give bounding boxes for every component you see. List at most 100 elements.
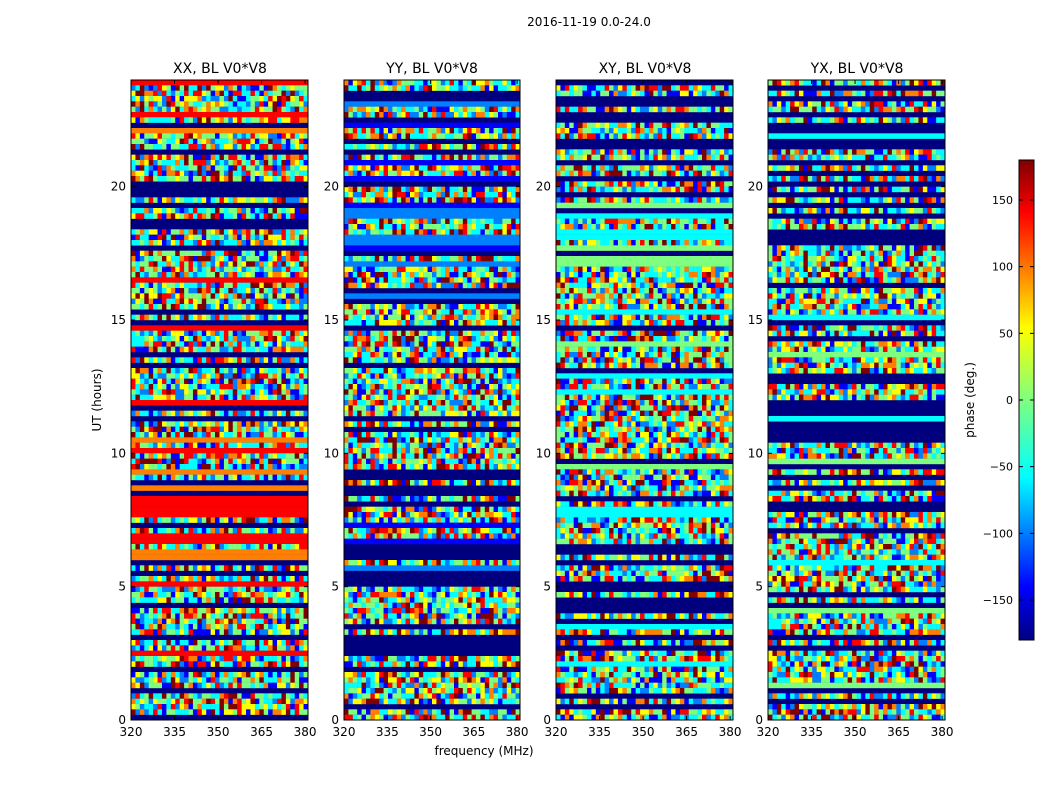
heatmap-cell — [210, 272, 216, 278]
heatmap-cell — [383, 144, 389, 150]
heatmap-cell — [197, 336, 203, 342]
heatmap-cell — [405, 373, 411, 379]
heatmap-cell — [139, 117, 145, 123]
heatmap-cell — [148, 288, 154, 294]
heatmap-cell — [294, 618, 300, 625]
heatmap-cell — [436, 128, 441, 134]
heatmap-cell — [498, 106, 503, 113]
heatmap-cell — [192, 661, 198, 667]
heatmap-cell — [290, 250, 295, 257]
heatmap-cell — [361, 437, 367, 443]
heatmap-cell — [131, 288, 136, 294]
heatmap-cell — [471, 112, 477, 118]
heatmap-cell — [246, 661, 251, 667]
heatmap-cell — [506, 405, 512, 411]
heatmap-cell — [144, 661, 149, 667]
heatmap-cell — [144, 266, 149, 273]
heatmap-cell — [290, 672, 295, 678]
heatmap-cell — [484, 112, 490, 118]
heatmap-cell — [502, 133, 507, 139]
heatmap-cell — [471, 314, 477, 321]
heatmap-cell — [379, 384, 384, 390]
heatmap-cell — [410, 394, 415, 401]
heatmap-cell — [436, 437, 441, 443]
heatmap-cell — [157, 85, 163, 91]
heatmap-cell — [493, 224, 499, 230]
heatmap-cell — [184, 357, 189, 363]
heatmap-cell — [374, 400, 380, 406]
heatmap-cell — [188, 138, 194, 145]
heatmap-cell — [135, 266, 141, 273]
heatmap-cell — [157, 586, 163, 593]
heatmap-cell — [366, 256, 371, 262]
heatmap-cell — [135, 373, 141, 379]
heatmap-cell — [374, 218, 380, 225]
heatmap-cell — [201, 682, 207, 689]
heatmap-cell — [206, 336, 211, 342]
heatmap-cell — [405, 277, 411, 283]
heatmap-cell — [192, 133, 198, 139]
heatmap-cell — [277, 250, 282, 257]
heatmap-cell — [498, 186, 503, 193]
heatmap-cell — [179, 165, 185, 171]
heatmap-cell — [135, 357, 141, 363]
heatmap-cell — [290, 304, 295, 310]
heatmap-cell — [374, 330, 380, 337]
heatmap-cell — [148, 592, 154, 598]
heatmap-cell — [348, 341, 353, 347]
heatmap-cell — [392, 336, 397, 342]
heatmap-cell — [467, 458, 472, 465]
heatmap-cell — [144, 565, 149, 571]
heatmap-cell — [184, 144, 189, 150]
heatmap-cell — [357, 432, 362, 438]
heatmap-cell — [352, 442, 358, 449]
heatmap-cell — [228, 709, 233, 715]
heatmap-cell — [184, 426, 189, 433]
heatmap-cell — [361, 272, 367, 278]
heatmap-cell — [170, 90, 176, 97]
heatmap-cell — [414, 309, 419, 315]
heatmap-cell — [383, 314, 389, 321]
heatmap-cell — [303, 672, 309, 678]
heatmap-cell — [131, 709, 136, 715]
heatmap-cell — [303, 314, 309, 321]
heatmap-cell — [511, 442, 516, 449]
heatmap-cell — [250, 640, 256, 646]
heatmap-cell — [219, 234, 225, 241]
heatmap-cell — [410, 309, 415, 315]
heatmap-cell — [175, 464, 180, 470]
heatmap-cell — [357, 218, 362, 225]
heatmap-cell — [184, 314, 189, 321]
heatmap-cell — [357, 133, 362, 139]
heatmap-cell — [383, 357, 389, 363]
heatmap-cell — [294, 378, 300, 385]
heatmap-cell — [379, 368, 384, 374]
heatmap-cell — [303, 458, 309, 465]
heatmap-cell — [285, 293, 291, 299]
heatmap-cell — [188, 261, 194, 267]
heatmap-cell — [303, 234, 309, 241]
heatmap-cell — [484, 197, 490, 203]
heatmap-cell — [210, 640, 216, 646]
heatmap-cell — [277, 672, 282, 678]
heatmap-cell — [281, 453, 287, 459]
heatmap-cell — [184, 672, 189, 678]
heatmap-cell — [153, 229, 158, 235]
heatmap-cell — [410, 357, 415, 363]
heatmap-cell — [232, 432, 238, 438]
heatmap-cell — [201, 421, 207, 427]
heatmap-cell — [370, 480, 375, 486]
heatmap-cell — [476, 421, 481, 427]
heatmap-cell — [157, 229, 163, 235]
heatmap-cell — [462, 378, 468, 385]
heatmap-cell — [254, 282, 260, 289]
heatmap-cell — [197, 458, 203, 465]
heatmap-cell — [489, 80, 494, 86]
heatmap-cell — [157, 288, 163, 294]
heatmap-cell — [414, 346, 419, 353]
heatmap-cell — [268, 304, 273, 310]
heatmap-cell — [206, 656, 211, 662]
heatmap-cell — [299, 608, 304, 614]
heatmap-cell — [268, 341, 273, 347]
heatmap-cell — [484, 144, 490, 150]
